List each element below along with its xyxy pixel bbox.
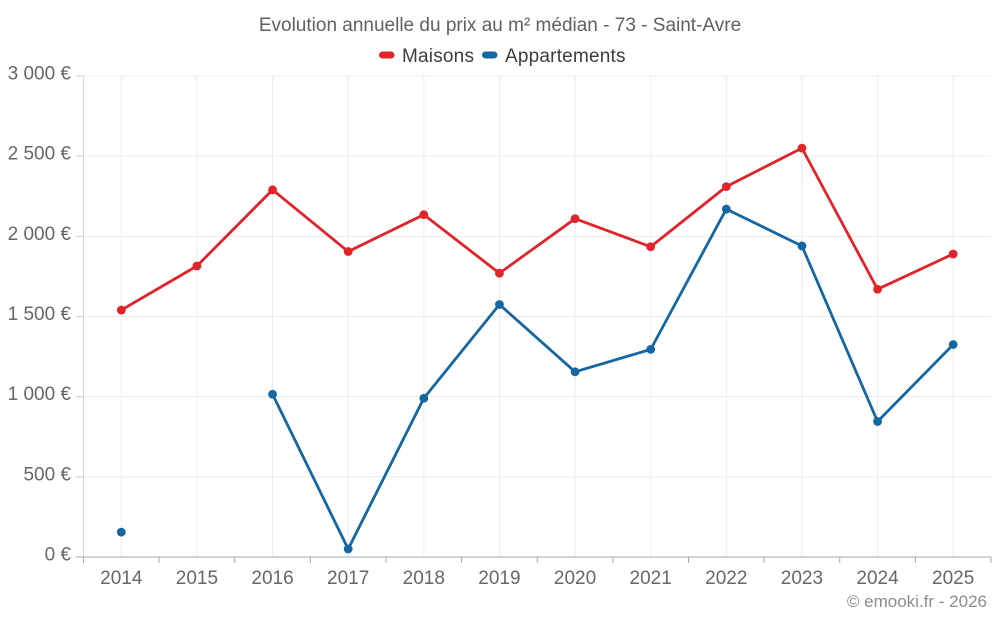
legend-item-maisons[interactable]: Maisons [379, 46, 474, 67]
point-appartements-2014[interactable] [116, 527, 126, 537]
point-appartements-2024[interactable] [873, 417, 882, 426]
y-axis-label-2500: 2 500 € [8, 144, 72, 165]
point-maisons-2016[interactable] [268, 185, 277, 195]
x-axis-label-2020: 2020 [554, 568, 596, 589]
point-appartements-2021[interactable] [646, 344, 656, 354]
x-axis-label-2021: 2021 [630, 568, 672, 589]
point-maisons-2014[interactable] [116, 305, 126, 315]
grid-layer [83, 75, 991, 557]
point-appartements-2025[interactable] [948, 340, 958, 349]
legend: Maisons Appartements [379, 46, 626, 67]
y-axis-label-500: 500 € [23, 464, 71, 485]
y-axis-label-1500: 1 500 € [8, 304, 72, 325]
point-maisons-2020[interactable] [570, 214, 580, 224]
y-axis-label-0: 0 € [45, 545, 72, 566]
point-maisons-2024[interactable] [873, 284, 882, 294]
axis-labels-layer: 0 € 500 € 1 000 € 1 500 € 2 000 € 2 500 € 3 00… [8, 64, 975, 590]
point-appartements-2017[interactable] [343, 544, 353, 554]
x-axis-label-2024: 2024 [856, 568, 899, 589]
point-maisons-2021[interactable] [646, 242, 656, 252]
point-appartements-2016[interactable] [268, 389, 277, 399]
x-axis-label-2017: 2017 [327, 568, 369, 589]
y-axis-label-2000: 2 000 € [8, 224, 72, 245]
point-maisons-2017[interactable] [343, 247, 353, 256]
point-maisons-2018[interactable] [419, 210, 429, 220]
x-axis-label-2016: 2016 [251, 568, 293, 589]
point-appartements-2019[interactable] [495, 300, 504, 309]
point-maisons-2015[interactable] [192, 261, 202, 271]
point-appartements-2018[interactable] [419, 393, 429, 403]
axes-layer [76, 75, 992, 563]
x-axis-label-2022: 2022 [705, 568, 747, 589]
y-axis-label-1000: 1 000 € [8, 384, 72, 405]
chart-title: Evolution annuelle du prix au m² médian … [259, 15, 741, 36]
point-appartements-2022[interactable] [721, 204, 731, 214]
x-axis-label-2015: 2015 [176, 568, 218, 589]
x-axis-label-2025: 2025 [932, 568, 974, 589]
point-maisons-2019[interactable] [495, 268, 504, 278]
x-axis-label-2018: 2018 [403, 568, 445, 589]
point-maisons-2025[interactable] [948, 249, 958, 259]
legend-label-maisons: Maisons [402, 46, 474, 67]
watermark-credit: © emooki.fr - 2026 [847, 592, 987, 611]
series-layer [116, 143, 958, 554]
point-maisons-2022[interactable] [721, 182, 731, 192]
legend-item-appartements[interactable]: Appartements [482, 46, 626, 67]
point-maisons-2023[interactable] [797, 143, 807, 153]
x-axis-label-2014: 2014 [100, 568, 143, 589]
line-appartements [271, 207, 955, 551]
point-appartements-2020[interactable] [570, 367, 580, 377]
y-axis-label-3000: 3 000 € [8, 64, 72, 85]
line-maisons [119, 146, 955, 312]
legend-swatch-appartements [482, 51, 498, 59]
point-appartements-2023[interactable] [797, 241, 807, 251]
legend-swatch-maisons [379, 51, 395, 59]
legend-label-appartements: Appartements [505, 46, 626, 67]
x-axis-label-2019: 2019 [478, 568, 520, 589]
x-axis-label-2023: 2023 [781, 568, 823, 589]
